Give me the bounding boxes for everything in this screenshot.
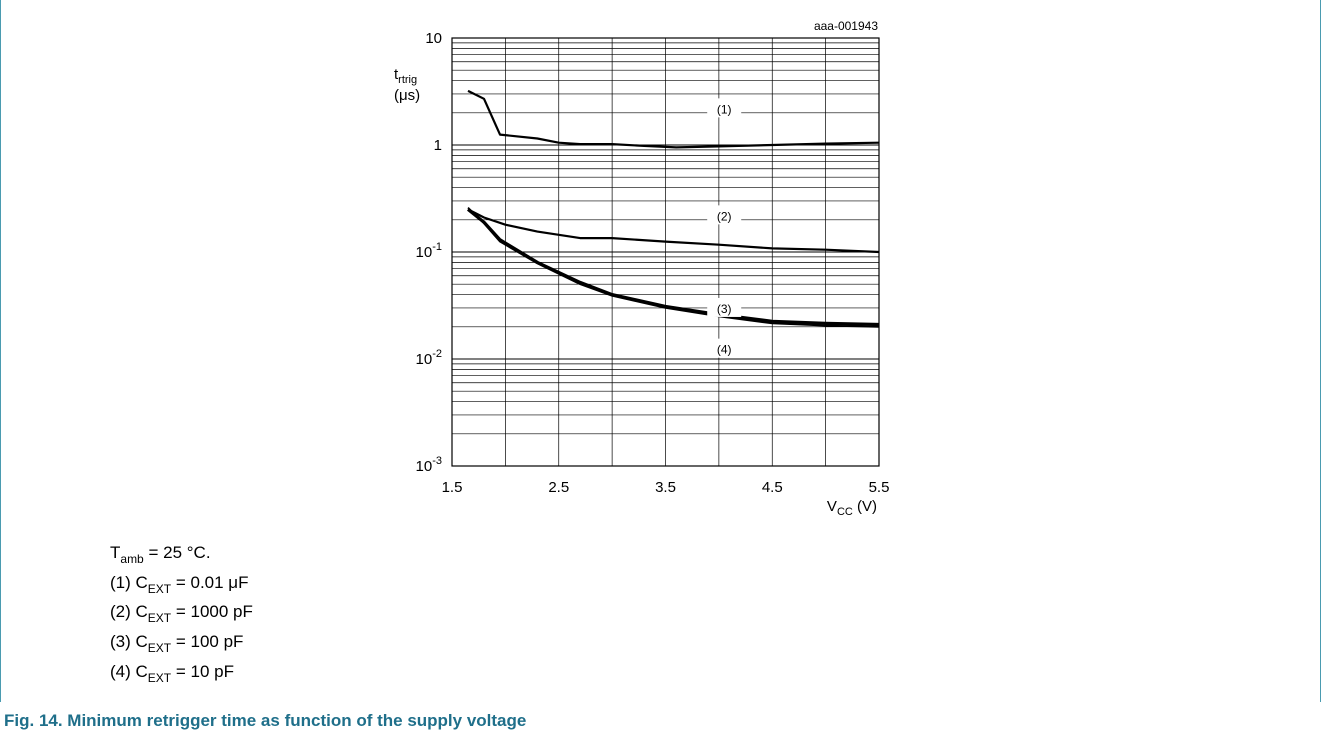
figure-caption: Fig. 14. Minimum retrigger time as funct…	[4, 711, 527, 730]
x-tick-label: 3.5	[655, 479, 676, 496]
condition-curve-1: (1) CEXT = 0.01 μF	[110, 573, 249, 596]
condition-curve-4: (4) CEXT = 10 pF	[110, 662, 234, 685]
series-label-bg	[707, 205, 742, 225]
condition-curve-3: (3) CEXT = 100 pF	[110, 632, 244, 655]
series-line-3	[467, 208, 880, 327]
condition-tamb: Tamb = 25 °C.	[110, 543, 211, 566]
figure-id: aaa-001943	[814, 19, 878, 33]
x-tick-label: 4.5	[762, 479, 783, 496]
x-tick-label: 5.5	[869, 479, 890, 496]
series-line-1	[467, 89, 880, 149]
y-tick-label: 10-1	[416, 241, 442, 261]
series-label-bg	[707, 98, 742, 118]
y-tick-label: 10-3	[416, 455, 442, 475]
y-axis-label: trtrig	[394, 66, 417, 86]
series-label-3: (3)	[717, 302, 732, 316]
x-tick-label: 1.5	[442, 479, 463, 496]
y-tick-label: 10-2	[416, 348, 442, 368]
y-tick-label: 1	[434, 137, 442, 154]
series-label-4: (4)	[717, 343, 732, 357]
series-line-2	[467, 208, 880, 254]
x-axis-label: VCC (V)	[827, 498, 877, 518]
series-label-bg	[707, 338, 742, 358]
y-tick-label: 10	[425, 30, 442, 47]
series-label-2: (2)	[717, 209, 732, 223]
figure-frame	[0, 0, 1321, 702]
series-line-4	[467, 206, 880, 328]
y-axis-unit: (μs)	[394, 87, 420, 104]
chart: 1.5 2.5 3.5 4.5 5.5 10 1 10-1 10-2 10-3 VCC (V) trt…	[394, 19, 890, 518]
x-tick-label: 2.5	[548, 479, 569, 496]
condition-curve-2: (2) CEXT = 1000 pF	[110, 602, 253, 625]
series-label-1: (1)	[717, 102, 732, 116]
series-label-bg	[707, 297, 742, 317]
